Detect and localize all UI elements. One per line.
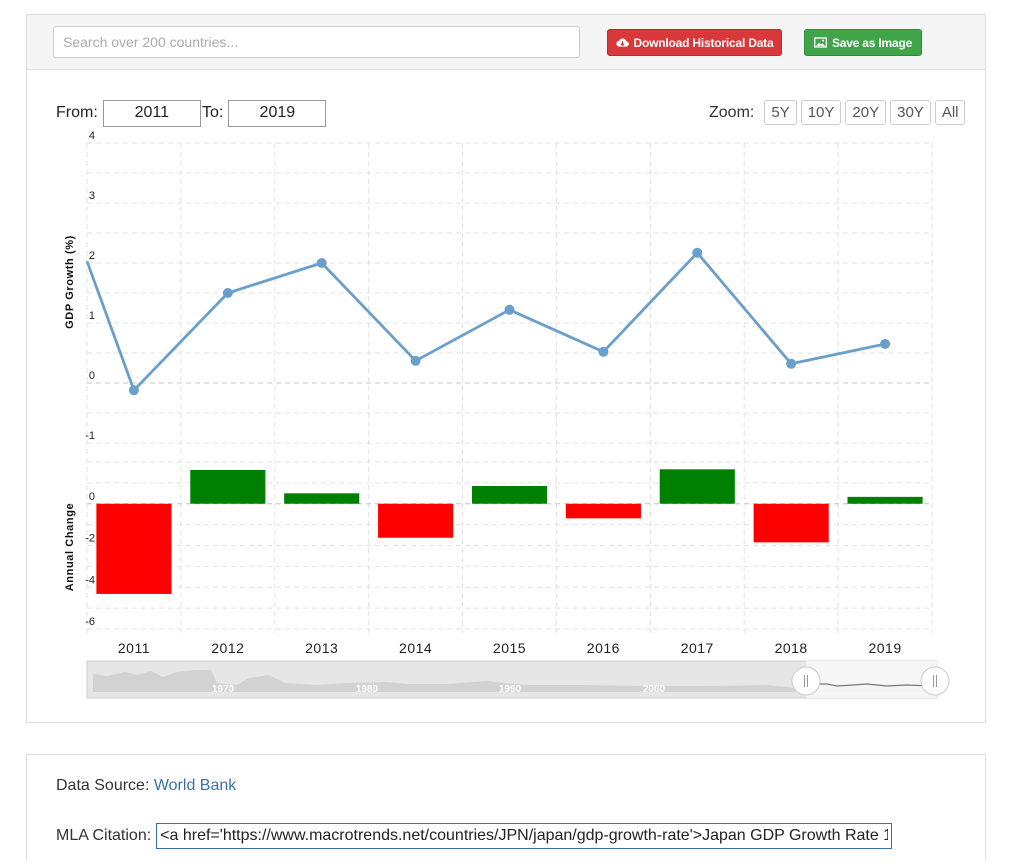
- annual-change-bar: [565, 503, 641, 519]
- annual-change-bar: [659, 469, 735, 504]
- mla-citation-label: MLA Citation:: [56, 827, 152, 844]
- navigator-label-1990: 1990: [499, 684, 522, 695]
- chart-panel: Download Historical Data Save as Image F…: [26, 14, 986, 723]
- x-tick-label: 2016: [587, 640, 620, 656]
- gdp-growth-series-line: [85, 251, 886, 392]
- y-tick-label: 1: [89, 310, 95, 322]
- toolbar: Download Historical Data Save as Image: [27, 15, 985, 70]
- source-panel: Data Source: World Bank MLA Citation:: [26, 754, 986, 861]
- annual-change-bar: [190, 469, 266, 504]
- y-tick-label: -2: [85, 533, 95, 545]
- data-source: Data Source: World Bank: [56, 777, 236, 795]
- annual-change-bar: [471, 486, 548, 504]
- x-tick-label: 2017: [681, 640, 714, 656]
- navigator-label-1980: 1980: [356, 684, 379, 695]
- x-tick-label: 2014: [399, 640, 432, 656]
- y-tick-label: -1: [85, 430, 95, 442]
- gdp-growth-chart: GDP Growth (%) Annual Change -1 0 1 2 3 4 -6 -4…: [64, 130, 950, 699]
- save-button-label: Save as Image: [831, 35, 913, 50]
- x-tick-label: 2019: [868, 640, 901, 656]
- navigator-label-2000: 2000: [643, 684, 666, 695]
- annual-change-bar: [753, 503, 829, 543]
- zoom-20y-button[interactable]: 20Y: [845, 100, 887, 125]
- x-tick-label: 2018: [775, 640, 808, 656]
- annual-change-bar: [96, 503, 172, 594]
- search-input[interactable]: [53, 26, 580, 58]
- y-tick-label: 0: [89, 370, 95, 382]
- x-tick-label: 2011: [118, 640, 150, 656]
- y-tick-label: -4: [85, 574, 95, 586]
- grid-lines: [86, 142, 933, 633]
- save-as-image-button[interactable]: Save as Image: [804, 29, 922, 56]
- y-tick-label: 3: [89, 190, 95, 202]
- annual-change-bar: [284, 493, 360, 504]
- gdp-growth-line: [85, 247, 891, 396]
- annual-change-bar: [847, 496, 923, 504]
- navigator-area: [93, 670, 931, 692]
- from-year-input[interactable]: [102, 99, 201, 127]
- download-historical-data-button[interactable]: Download Historical Data: [607, 29, 782, 56]
- navigator-label-1970: 1970: [212, 684, 235, 695]
- gdp-growth-point[interactable]: [692, 247, 703, 258]
- mla-citation-input[interactable]: [156, 823, 893, 849]
- gdp-growth-axis-title: GDP Growth (%): [64, 235, 76, 329]
- annual-change-axis-title: Annual Change: [64, 503, 76, 591]
- annual-change-bar: [378, 503, 454, 538]
- y-tick-label: 4: [89, 130, 95, 142]
- world-bank-link[interactable]: World Bank: [153, 777, 237, 794]
- y-tick-label: 0: [89, 491, 95, 503]
- zoom-all-button[interactable]: All: [934, 100, 966, 125]
- navigator-right-handle[interactable]: [920, 666, 950, 696]
- from-label: From:: [56, 104, 98, 121]
- zoom-controls: Zoom: 5Y 10Y 20Y 30Y All: [709, 100, 966, 125]
- gdp-growth-point[interactable]: [786, 358, 797, 369]
- y-tick-label: -6: [85, 616, 95, 628]
- annual-change-bars: [96, 469, 923, 594]
- navigator-left-handle[interactable]: [791, 666, 821, 696]
- zoom-10y-button[interactable]: 10Y: [800, 100, 842, 125]
- from-range: From:: [56, 99, 201, 127]
- zoom-label: Zoom:: [709, 103, 755, 121]
- mla-citation: MLA Citation:: [56, 823, 893, 849]
- zoom-5y-button[interactable]: 5Y: [764, 100, 797, 125]
- range-navigator[interactable]: 1970 1980 1990 2000: [86, 660, 950, 699]
- cloud-download-icon: [615, 38, 629, 47]
- gdp-growth-point[interactable]: [504, 304, 515, 315]
- y-tick-label: 2: [89, 250, 95, 262]
- to-label: To:: [202, 104, 224, 121]
- gdp-growth-point[interactable]: [128, 385, 139, 396]
- gdp-growth-point[interactable]: [880, 339, 891, 349]
- data-source-label: Data Source:: [56, 777, 150, 794]
- navigator-selection: [806, 661, 937, 698]
- x-tick-label: 2012: [211, 640, 244, 656]
- zoom-30y-button[interactable]: 30Y: [890, 100, 931, 125]
- image-icon: [813, 37, 827, 48]
- gdp-growth-point[interactable]: [316, 258, 327, 268]
- navigator-selection-line: [817, 683, 932, 687]
- axis-labels: GDP Growth (%) Annual Change -1 0 1 2 3 4 -6 -4…: [64, 130, 901, 656]
- gdp-growth-point[interactable]: [598, 346, 609, 357]
- x-tick-label: 2013: [305, 640, 338, 656]
- x-tick-label: 2015: [493, 640, 526, 656]
- download-button-label: Download Historical Data: [633, 35, 774, 50]
- gdp-growth-point[interactable]: [222, 288, 233, 298]
- to-range: To:: [202, 99, 327, 127]
- to-year-input[interactable]: [228, 99, 327, 127]
- gdp-growth-point[interactable]: [410, 355, 421, 366]
